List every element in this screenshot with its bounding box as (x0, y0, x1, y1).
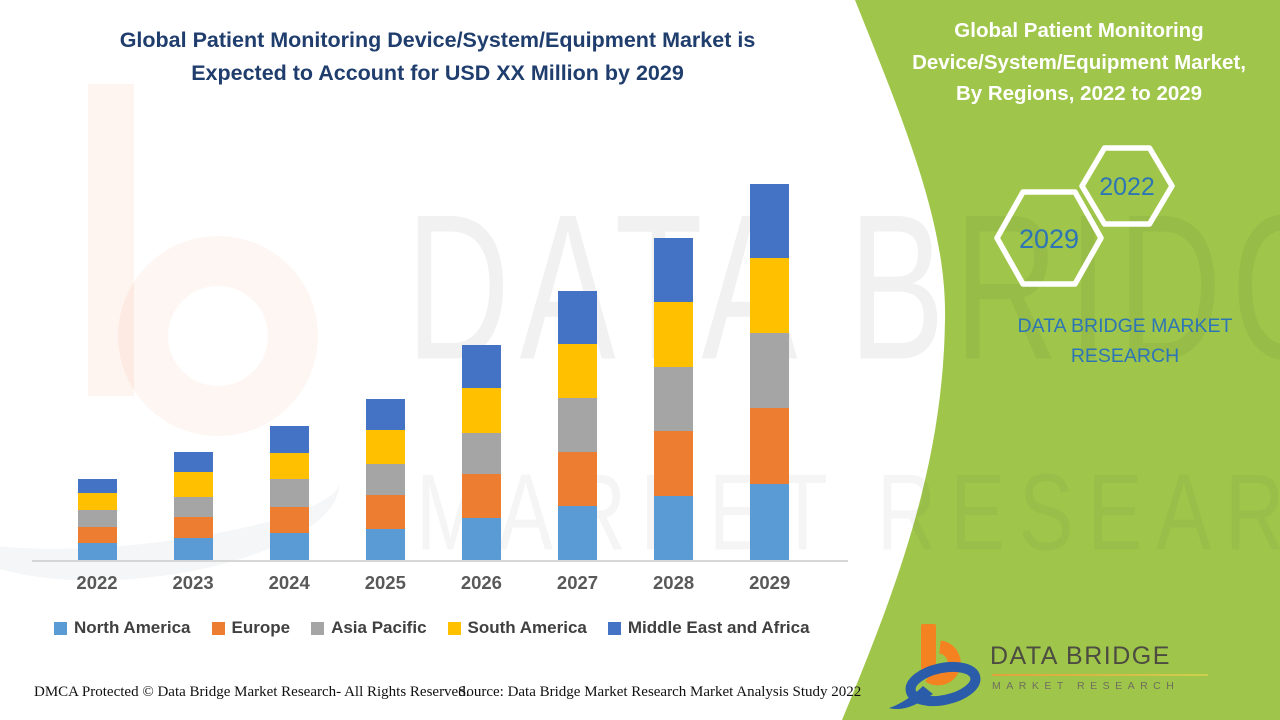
logo-divider (992, 674, 1208, 676)
legend-label: Middle East and Africa (627, 618, 810, 637)
bar-segment-2027-middle-east-and-africa (558, 291, 597, 344)
side-panel-title-line2: Device/System/Equipment Market, (912, 50, 1246, 74)
bar-segment-2022-asia-pacific (77, 510, 117, 527)
hexagon-year-2029: 2029 (1018, 224, 1080, 254)
bar-segment-2023-middle-east-and-africa (173, 452, 213, 472)
bar-segment-2026-middle-east-and-africa (461, 345, 501, 388)
bar-segment-2028-europe (654, 431, 694, 496)
bar-2025 (365, 399, 405, 560)
legend-item-north-america: North America (54, 618, 191, 638)
bar-segment-2029-asia-pacific (750, 333, 790, 408)
bar-segment-2027-asia-pacific (558, 398, 597, 452)
x-axis-label-2023: 2023 (172, 572, 214, 593)
bar-2022 (77, 479, 117, 560)
bar-2024 (269, 426, 309, 560)
bar-segment-2029-south-america (750, 258, 790, 333)
hexagon-year-2022: 2022 (1099, 173, 1155, 201)
bar-segment-2028-asia-pacific (654, 367, 694, 431)
bar-segment-2026-europe (461, 474, 501, 518)
bar-segment-2028-north-america (654, 496, 694, 560)
legend-item-middle-east-and-africa: Middle East and Africa (607, 618, 810, 638)
bar-segment-2024-north-america (269, 533, 309, 560)
bar-segment-2027-north-america (558, 506, 597, 560)
bar-segment-2028-south-america (654, 302, 694, 367)
x-axis-label-2024: 2024 (268, 572, 310, 593)
bar-segment-2025-south-america (365, 430, 405, 464)
bar-segment-2027-europe (558, 452, 597, 506)
logo-wordmark: DATA BRIDGE (990, 642, 1171, 670)
side-panel-title-line1: Global Patient Monitoring (954, 19, 1204, 42)
bar-segment-2024-south-america (269, 453, 309, 479)
legend-swatch-middle-east-and-africa (607, 621, 621, 635)
bar-segment-2027-south-america (558, 344, 597, 398)
legend-item-asia-pacific: Asia Pacific (311, 618, 427, 638)
legend-label: South America (467, 618, 587, 637)
chart-title: Global Patient Monitoring Device/System/… (40, 24, 835, 90)
bar-segment-2025-europe (365, 495, 405, 529)
legend-swatch-asia-pacific (311, 621, 325, 635)
x-axis-label-2025: 2025 (364, 572, 406, 593)
bar-segment-2024-asia-pacific (269, 479, 309, 507)
bar-segment-2023-europe (173, 517, 213, 538)
bar-segment-2023-asia-pacific (173, 497, 213, 517)
dmca-notice: DMCA Protected © Data Bridge Market Rese… (34, 684, 470, 700)
bar-segment-2022-europe (77, 527, 117, 543)
bar-2029 (750, 184, 790, 560)
bar-segment-2023-north-america (173, 538, 213, 560)
chart-title-line2: Expected to Account for USD XX Million b… (191, 61, 684, 85)
side-panel-title-line3: By Regions, 2022 to 2029 (955, 82, 1203, 105)
bar-2023 (173, 452, 213, 560)
legend-label: North America (74, 618, 191, 637)
legend-swatch-north-america (54, 621, 67, 635)
bar-segment-2025-middle-east-and-africa (365, 399, 405, 430)
x-axis-line (32, 560, 848, 562)
source-note: Source: Data Bridge Market Research Mark… (458, 684, 862, 700)
legend-item-south-america: South America (447, 618, 587, 638)
bar-segment-2025-north-america (365, 529, 405, 560)
bar-segment-2026-north-america (461, 518, 501, 560)
bar-segment-2022-north-america (77, 543, 117, 560)
bar-segment-2029-europe (750, 408, 790, 484)
x-axis-label-2022: 2022 (76, 572, 118, 593)
bar-2028 (654, 238, 694, 560)
bar-2026 (461, 345, 501, 560)
side-panel-title: Global Patient Monitoring Device/System/… (884, 15, 1274, 110)
bar-segment-2025-asia-pacific (365, 464, 405, 495)
logo-subtext: MARKET RESEARCH (992, 680, 1180, 692)
bar-segment-2026-south-america (461, 388, 501, 433)
bar-segment-2022-south-america (77, 493, 117, 510)
bar-segment-2028-middle-east-and-africa (654, 238, 694, 302)
legend-label: Europe (231, 618, 291, 637)
bar-segment-2024-middle-east-and-africa (269, 426, 309, 453)
legend-item-europe: Europe (211, 618, 291, 638)
bar-segment-2026-asia-pacific (461, 433, 501, 474)
x-axis-label-2028: 2028 (653, 572, 695, 593)
brand-text: DATA BRIDGE MARKET RESEARCH (1017, 315, 1233, 367)
bar-segment-2022-middle-east-and-africa (77, 479, 117, 493)
bar-segment-2023-south-america (173, 472, 213, 497)
legend-swatch-south-america (447, 621, 461, 635)
bar-segment-2029-north-america (750, 484, 790, 560)
bar-2027 (558, 291, 597, 560)
legend-swatch-europe (211, 621, 225, 635)
legend-label: Asia Pacific (331, 618, 427, 637)
chart-legend: North America Europe Asia Pacific South Ame… (54, 618, 810, 638)
chart-title-line1: Global Patient Monitoring Device/System/… (119, 28, 756, 52)
x-axis-label-2029: 2029 (749, 572, 791, 593)
x-axis-label-2027: 2027 (556, 572, 599, 593)
bar-segment-2029-middle-east-and-africa (750, 184, 790, 258)
x-axis-label-2026: 2026 (460, 572, 502, 593)
bar-segment-2024-europe (269, 507, 309, 533)
